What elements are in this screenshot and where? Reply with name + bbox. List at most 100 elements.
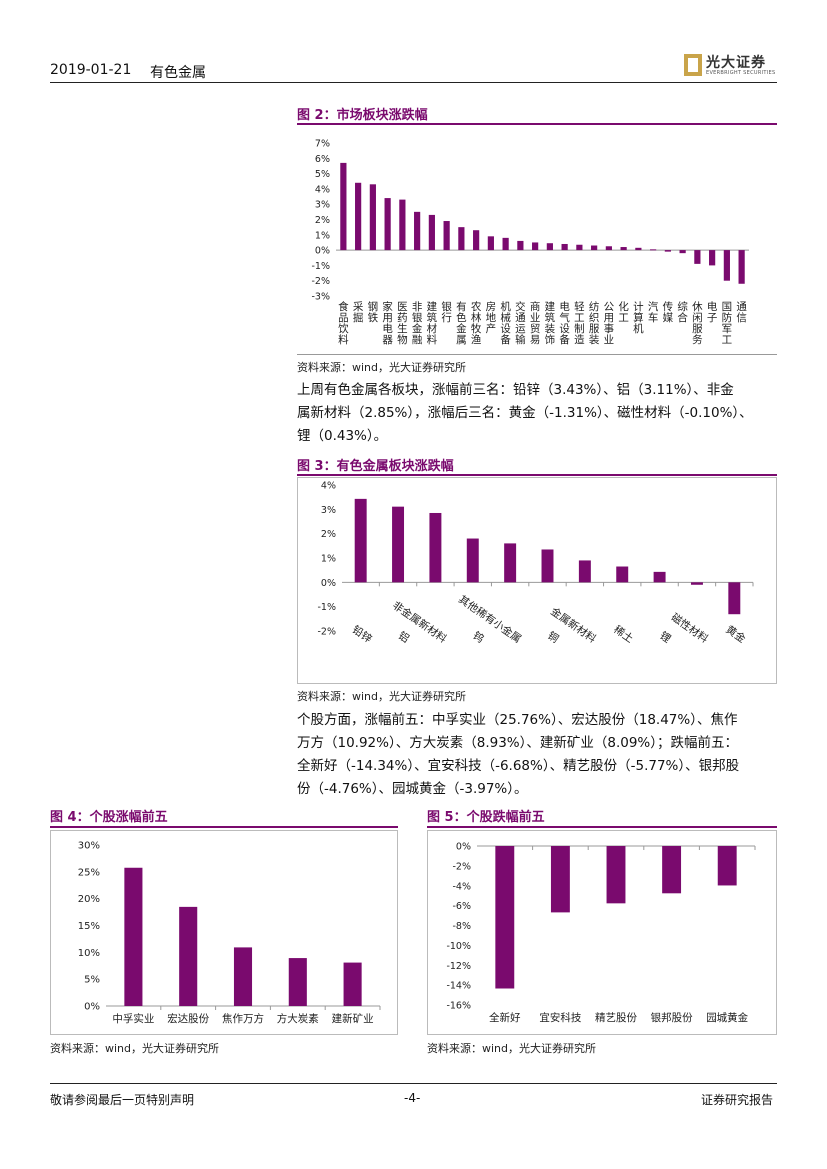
bar: [443, 221, 450, 251]
y-tick-label: -2%: [318, 627, 337, 638]
bar: [487, 236, 494, 251]
y-tick-label: 0%: [315, 246, 330, 257]
bar: [653, 571, 666, 583]
bar: [288, 958, 307, 1006]
x-tick-label: 铅锌: [350, 623, 375, 646]
x-tick-label: 建筑装饰: [545, 300, 556, 346]
bar: [504, 543, 517, 583]
x-tick-label: 国防军工: [722, 301, 733, 346]
bar: [343, 962, 362, 1006]
page-number: -4-: [404, 1091, 421, 1105]
bar: [662, 846, 682, 894]
logo-subtitle: EVERBRIGHT SECURITIES: [706, 70, 776, 76]
header-rule: [50, 82, 777, 83]
x-tick-label: 家用电器: [382, 300, 393, 346]
x-tick-label: 采掘: [353, 301, 364, 324]
x-tick-label: 铜: [545, 630, 560, 646]
bar: [561, 243, 568, 251]
bar: [354, 498, 367, 583]
y-tick-label: -10%: [446, 941, 471, 952]
x-tick-label: 宜安科技: [539, 1011, 581, 1024]
figure-3-frame: [297, 477, 777, 684]
figure-5-title: 图 5：个股跌幅前五: [427, 810, 545, 825]
y-tick-label: -2%: [312, 276, 331, 287]
bar: [429, 512, 442, 583]
y-tick-label: -8%: [453, 921, 472, 932]
bar: [709, 250, 716, 266]
x-tick-label: 全新好: [489, 1011, 521, 1024]
figure-5-rule: [427, 826, 777, 828]
x-tick-label: 食品饮料: [338, 300, 349, 346]
bar: [517, 240, 524, 251]
bar: [576, 244, 583, 251]
x-tick-label: 中孚实业: [112, 1012, 154, 1025]
x-tick-label: 宏达股份: [167, 1012, 209, 1025]
bar: [532, 242, 539, 251]
paragraph-1: 上周有色金属各板块，涨幅前三名：铅锌（3.43%）、铝（3.11%）、非金 属新…: [297, 379, 777, 448]
bar: [384, 198, 391, 251]
y-tick-label: 1%: [315, 230, 330, 241]
paragraph-2-line: 全新好（-14.34%）、宜安科技（-6.68%）、精艺股份（-5.77%）、银…: [297, 758, 740, 774]
y-tick-label: 15%: [78, 921, 100, 932]
bar: [458, 227, 465, 251]
bar: [550, 846, 570, 913]
bar: [664, 250, 671, 252]
y-tick-label: -6%: [453, 901, 472, 912]
footer-rule: [50, 1083, 777, 1084]
bar: [179, 906, 198, 1006]
paragraph-1-line: 锂（0.43%）。: [297, 428, 388, 444]
figure-5-chart: 0% -2% -4% -6% -8% -10% -12% -14% -16% 全新好 宜安科技 精艺股…: [446, 842, 756, 1024]
bar: [414, 211, 421, 251]
y-tick-label: 6%: [315, 154, 330, 165]
figure-4-source: 资料来源：wind，光大证券研究所: [50, 1042, 220, 1055]
x-tick-label: 通信: [736, 301, 747, 324]
bar: [546, 243, 553, 251]
bar: [495, 846, 515, 989]
y-tick-label: 10%: [78, 948, 100, 959]
x-tick-label: 计算机: [633, 300, 644, 335]
y-tick-label: 3%: [315, 200, 330, 211]
x-tick-label: 商业贸易: [530, 300, 541, 346]
y-tick-label: -12%: [446, 961, 471, 972]
paragraph-2-line: 个股方面，涨幅前五：中孚实业（25.76%）、宏达股份（18.47%）、焦作: [297, 712, 738, 728]
x-tick-label: 有色金属: [456, 300, 467, 346]
figure-3-source: 资料来源：wind，光大证券研究所: [297, 690, 467, 703]
y-tick-label: 30%: [78, 841, 100, 852]
y-tick-label: 20%: [78, 894, 100, 905]
x-tick-label: 磁性材料: [669, 611, 711, 646]
bar: [428, 214, 435, 251]
figure-3-chart: 4%3%2%1%0%-1%-2% 铅锌 铝非金属新材料 钨其他稀有小金属 铜金属新材料稀…: [318, 481, 754, 646]
bar: [690, 582, 703, 585]
figure-3-rule: [297, 474, 777, 476]
x-tick-label: 焦作万方: [222, 1012, 264, 1025]
x-tick-label: 交通运输: [515, 300, 526, 346]
x-tick-label: 建新矿业: [332, 1012, 374, 1025]
figure-5-frame: [427, 830, 777, 1035]
bar: [605, 246, 612, 251]
footer-disclaimer: 敬请参阅最后一页特别声明: [50, 1093, 195, 1107]
figure-4-title: 图 4：个股涨幅前五: [50, 810, 168, 825]
x-tick-label: 银邦股份: [651, 1011, 693, 1024]
footer-report-type: 证券研究报告: [701, 1093, 774, 1107]
paragraph-2-line: 万方（10.92%）、方大炭素（8.93%）、建新矿业（8.09%）；跌幅前五：: [297, 735, 738, 751]
y-tick-label: 2%: [321, 529, 336, 540]
x-tick-label: 综合: [677, 300, 688, 324]
figure-2-rule: [297, 123, 777, 125]
x-tick-label: 房地产: [486, 300, 497, 335]
x-tick-label: 建筑材料: [427, 300, 438, 346]
paragraph-1-line: 属新材料（2.85%），涨幅后三名：黄金（-1.31%）、磁性材料（-0.10%…: [297, 405, 753, 421]
y-tick-label: -4%: [453, 881, 472, 892]
logo-name: 光大证券: [706, 55, 766, 71]
x-tick-label: 锂: [657, 629, 673, 646]
x-tick-label: 稀土: [611, 623, 636, 646]
x-tick-label: 电子: [707, 300, 718, 324]
logo-mark-icon: [684, 54, 702, 76]
y-tick-label: 0%: [456, 842, 471, 853]
x-tick-label: 铝: [396, 629, 412, 646]
x-tick-label: 传媒: [663, 301, 674, 324]
bar: [635, 247, 642, 251]
bar: [616, 566, 629, 583]
y-tick-label: 7%: [315, 139, 330, 150]
x-tick-label: 机械设备: [500, 300, 511, 346]
x-tick-label: 其他稀有小金属: [456, 593, 524, 646]
